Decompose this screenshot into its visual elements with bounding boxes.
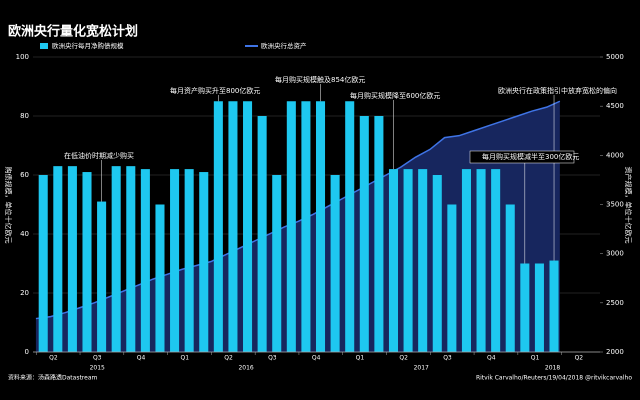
bar — [345, 101, 355, 352]
y2-axis-label: 资产规模，单位十亿欧元 — [624, 167, 633, 244]
bar — [403, 169, 413, 352]
y2-tick-label: 5000 — [606, 53, 624, 61]
bar — [257, 116, 267, 352]
y-tick-label: 40 — [20, 230, 29, 238]
x-tick-label: Q2 — [224, 355, 233, 362]
y-axis-label: 购债规模，单位十亿欧元 — [4, 167, 13, 244]
legend-swatch — [40, 43, 48, 49]
bar — [228, 101, 238, 352]
bar — [126, 166, 136, 352]
chart-title: 欧洲央行量化宽松计划 — [8, 24, 138, 40]
y-tick-label: 80 — [20, 112, 29, 120]
bar — [38, 175, 48, 352]
y-tick-label: 20 — [20, 289, 29, 297]
bar — [491, 169, 501, 352]
annotation: 每月购买规模触及854亿欧元 — [275, 75, 365, 84]
y2-tick-label: 2000 — [606, 348, 624, 356]
x-tick-label: Q3 — [93, 355, 102, 362]
bar — [330, 175, 340, 352]
annotation: 每月购买规模降至600亿欧元 — [350, 91, 440, 100]
y-tick-label: 0 — [25, 348, 29, 356]
bar — [140, 169, 150, 352]
bar — [184, 169, 194, 352]
y2-tick-label: 4000 — [606, 151, 624, 159]
bar — [243, 101, 253, 352]
x-tick-label: Q1 — [181, 355, 190, 362]
bar — [111, 166, 121, 352]
legend-label: 欧洲央行总资产 — [261, 41, 307, 50]
bar — [432, 175, 442, 352]
source: 资料来源：汤森路透Datastream — [8, 374, 98, 382]
bar — [82, 172, 92, 352]
bar — [447, 204, 457, 352]
area-fill — [35, 101, 560, 352]
legend-label: 欧洲央行每月净购债规模 — [52, 41, 124, 50]
bar — [170, 169, 180, 352]
x-tick-label: Q3 — [268, 355, 277, 362]
year-label: 2018 — [545, 365, 560, 372]
annotation-box — [469, 150, 575, 164]
bar — [315, 101, 326, 352]
bar — [53, 166, 63, 352]
x-tick-label: Q4 — [312, 355, 321, 362]
x-tick-label: Q4 — [137, 355, 146, 362]
bar — [461, 169, 471, 352]
year-label: 2015 — [90, 365, 105, 372]
bar — [67, 166, 77, 352]
annotation: 每月资产购买升至800亿欧元 — [170, 86, 260, 95]
x-tick-label: Q4 — [487, 355, 496, 362]
y2-tick-label: 4500 — [606, 102, 624, 110]
bar — [286, 101, 296, 352]
year-label: 2016 — [238, 365, 253, 372]
annotation: 每月购买规模减半至300亿欧元 — [482, 152, 579, 161]
bar — [374, 116, 384, 352]
x-tick-label: Q1 — [356, 355, 365, 362]
bar — [155, 204, 165, 352]
bar — [97, 201, 107, 352]
bar — [476, 169, 486, 352]
x-tick-label: Q1 — [531, 355, 540, 362]
bar — [359, 116, 369, 352]
annotation: 欧洲央行在政策指引中放弃宽松的偏向 — [498, 86, 617, 95]
bar — [505, 204, 515, 352]
area-line — [35, 100, 561, 320]
y2-tick-label: 3500 — [606, 201, 624, 209]
bar — [418, 169, 428, 352]
bar — [213, 101, 223, 352]
annotation: 在低油价时期减少购买 — [64, 151, 134, 160]
bar — [534, 263, 544, 352]
x-tick-label: Q3 — [443, 355, 452, 362]
bar — [520, 263, 530, 352]
x-tick-label: Q2 — [399, 355, 408, 362]
bar — [549, 260, 559, 352]
x-tick-label: Q2 — [575, 355, 584, 362]
year-label: 2017 — [414, 365, 429, 372]
y2-tick-label: 3000 — [606, 250, 624, 258]
x-tick-label: Q2 — [49, 355, 58, 362]
y2-tick-label: 2500 — [606, 299, 624, 307]
bar — [388, 169, 399, 352]
credit: Ritvik Carvalho/Reuters/19/04/2018 @ritv… — [476, 375, 632, 382]
bar — [272, 175, 282, 352]
y-tick-label: 100 — [16, 53, 29, 61]
bar — [199, 172, 209, 352]
y-tick-label: 60 — [20, 171, 29, 179]
bar — [301, 101, 311, 352]
